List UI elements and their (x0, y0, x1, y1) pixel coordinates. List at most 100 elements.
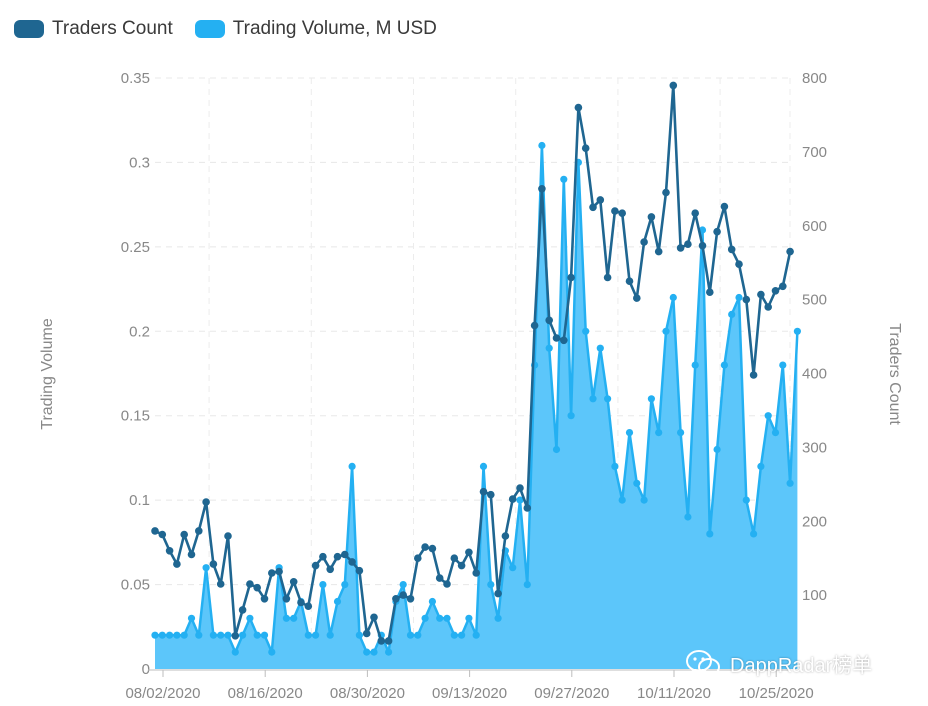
traders-count-point (625, 277, 634, 286)
y-right-tick-label: 300 (802, 439, 827, 456)
trading-volume-point (450, 631, 458, 639)
trading-volume-area (155, 144, 799, 669)
trading-volume-point (567, 412, 575, 420)
trading-volume-point (545, 344, 553, 352)
traders-count-point (545, 316, 553, 325)
traders-count-point (406, 595, 415, 603)
traders-count-point (465, 548, 473, 557)
trading-volume-point (552, 445, 561, 454)
trading-volume-point (771, 429, 780, 437)
trading-volume-point (713, 445, 721, 454)
trading-volume-point (151, 631, 159, 639)
trading-volume-point (290, 614, 298, 622)
trading-volume-point (589, 395, 597, 403)
traders-count-point (764, 303, 772, 311)
y-left-tick-label: 0.05 (121, 577, 150, 594)
trading-volume-point (195, 631, 203, 639)
y-right-tick-label: 100 (802, 587, 827, 604)
legend-item-trading-volume[interactable]: Trading Volume, M USD (194, 18, 437, 40)
trading-volume-point (655, 429, 663, 437)
trading-volume-point (312, 631, 320, 639)
trading-volume-point (691, 361, 699, 369)
y-left-tick-label: 0.3 (129, 154, 150, 171)
trading-volume-point (479, 462, 488, 470)
traders-count-point (370, 613, 378, 622)
traders-count-point (603, 273, 612, 282)
traders-count-point (771, 287, 780, 295)
trading-volume-point (465, 614, 473, 622)
traders-count-points (151, 81, 794, 645)
trading-volume-point (406, 631, 415, 639)
trading-volume-point (509, 564, 517, 572)
trading-volume-point (684, 513, 692, 521)
traders-count-point (530, 321, 539, 330)
trading-volume-point (728, 310, 736, 318)
traders-count-path (154, 84, 792, 643)
y-left-tick-label: 0.2 (129, 323, 150, 340)
y-left-tick-label: 0.35 (121, 70, 150, 87)
legend: Traders Count Trading Volume, M USD (14, 18, 437, 40)
wechat-icon (686, 650, 720, 676)
traders-count-point (392, 595, 400, 603)
x-tick-label: 08/16/2020 (228, 685, 303, 702)
traders-count-point (596, 196, 605, 204)
traders-count-point (479, 487, 488, 496)
traders-count-point (662, 188, 670, 197)
traders-count-point (362, 629, 371, 638)
trading-volume-point (618, 496, 626, 504)
y-axis-left-label: Trading Volume (39, 318, 56, 430)
x-tick-label: 08/02/2020 (125, 685, 200, 702)
trading-volume-point (625, 429, 634, 437)
trading-volume-point (786, 479, 794, 487)
traders-count-point (195, 527, 203, 535)
trading-volume-point (268, 648, 276, 656)
axes: 0 0.05 0.1 0.15 0.2 0.25 0.3 0.35 100 200 300 400 50… (121, 70, 827, 702)
trading-volume-point (158, 631, 166, 639)
trading-volume-point (436, 614, 444, 622)
traders-count-point (647, 213, 656, 221)
y-left-tick-label: 0.1 (129, 492, 150, 509)
trading-volume-point (348, 462, 356, 470)
trading-volume-point (706, 530, 714, 538)
x-tick-label: 08/30/2020 (330, 685, 405, 702)
trading-volume-point (209, 631, 217, 639)
y-right-tick-label: 800 (802, 70, 827, 87)
trading-volume-point (187, 614, 196, 622)
traders-count-point (457, 561, 466, 570)
traders-count-point (640, 238, 648, 246)
trading-volume-point (253, 631, 261, 639)
y-left-tick-label: 0.15 (121, 408, 150, 425)
traders-count-point (713, 227, 721, 236)
legend-label-volume: Trading Volume, M USD (232, 18, 437, 39)
traders-count-point (282, 595, 291, 603)
traders-count-point (311, 561, 320, 570)
traders-count-point (618, 209, 626, 217)
trading-volume-point (735, 293, 743, 302)
traders-count-point (633, 294, 641, 302)
traders-count-point (151, 527, 159, 535)
traders-count-point (289, 578, 298, 586)
traders-count-point (574, 103, 583, 112)
traders-count-point (487, 490, 495, 499)
y-right-tick-label: 200 (802, 513, 827, 530)
traders-count-point (757, 290, 765, 299)
trading-volume-point (231, 648, 239, 656)
trading-volume-point (640, 496, 648, 504)
traders-count-point (428, 544, 437, 553)
trading-volume-point (180, 631, 188, 639)
traders-count-point (268, 569, 276, 577)
traders-count-point (552, 334, 561, 342)
traders-count-point (275, 567, 283, 576)
traders-count-point (676, 244, 685, 252)
trading-volume-point (662, 327, 670, 335)
legend-item-traders-count[interactable]: Traders Count (14, 18, 173, 40)
trading-volume-point (647, 395, 656, 403)
traders-count-point (355, 566, 364, 575)
trading-volume-point (224, 631, 232, 639)
y-right-tick-label: 600 (802, 218, 827, 235)
traders-count-point (165, 547, 174, 555)
traders-count-point (333, 552, 342, 561)
traders-count-point (779, 282, 787, 291)
trading-volume-point (282, 614, 290, 622)
traders-count-point (691, 209, 699, 217)
